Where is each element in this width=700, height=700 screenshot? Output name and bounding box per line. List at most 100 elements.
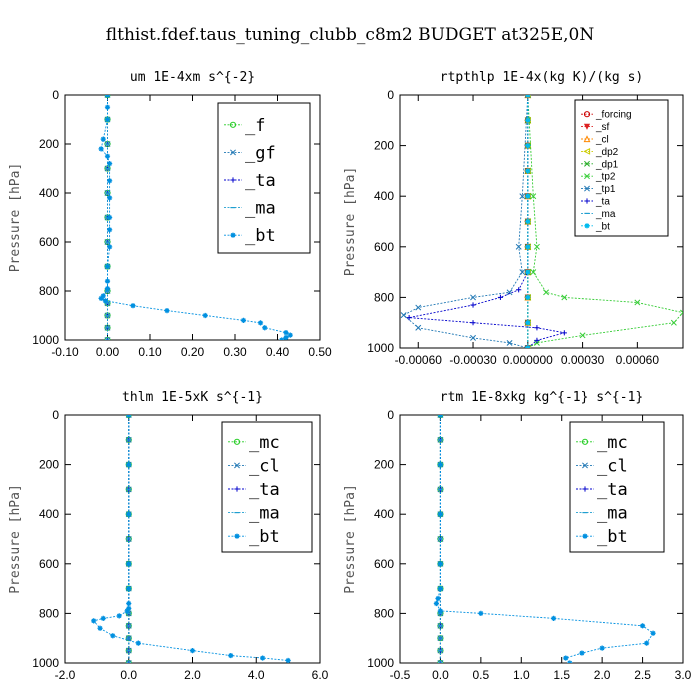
- panel-title: thlm 1E-5xK s^{-1}: [122, 390, 263, 405]
- data-point-bt: [563, 655, 569, 661]
- x-tick-label: -0.5: [390, 668, 411, 682]
- data-point-bt: [525, 244, 531, 250]
- data-point-bt: [107, 214, 113, 221]
- legend-label: _mc: [597, 433, 628, 453]
- data-point-tp1: [506, 289, 513, 296]
- legend-label: _ma: [597, 504, 628, 524]
- data-point-bt: [437, 586, 444, 592]
- data-point-bt: [260, 655, 266, 661]
- series-group: [433, 415, 656, 663]
- y-tick-label: 200: [374, 139, 394, 153]
- legend-label: _ta: [597, 480, 628, 500]
- data-point-ta: [561, 330, 567, 336]
- data-point-bt: [202, 312, 208, 319]
- legend-marker: [234, 486, 240, 492]
- data-point-bt: [525, 95, 531, 98]
- data-point-tp2: [670, 319, 677, 326]
- data-point-bt: [98, 146, 104, 152]
- data-point-bt: [126, 462, 132, 468]
- series-group: [91, 415, 291, 663]
- data-point-bt: [650, 630, 656, 636]
- y-tick-label: 800: [374, 290, 394, 304]
- data-point-bt: [525, 117, 531, 123]
- panel-title: um 1E-4xm s^{-2}: [130, 70, 255, 85]
- panel-rtpthlp: rtpthlp 1E-4x(kg K)/(kg s) Pressure [hPa]…: [343, 70, 684, 367]
- legend-marker: [581, 438, 589, 445]
- data-point-bt: [126, 605, 132, 612]
- legend-marker: [229, 121, 237, 128]
- data-point-bt: [104, 285, 111, 292]
- legend-marker: [584, 173, 590, 180]
- data-point-bt: [110, 633, 116, 639]
- legend-label: _dp1: [595, 159, 619, 170]
- y-tick-label: 0: [52, 408, 59, 422]
- data-point-bt: [283, 334, 289, 340]
- x-tick-label: 0.00: [96, 345, 120, 359]
- panel-um: um 1E-4xm s^{-2} Pressure [hPa] 0 200 400 600…: [8, 70, 332, 359]
- x-tick-label: -2.0: [55, 668, 76, 682]
- legend-label: _tp2: [595, 172, 616, 183]
- x-tick-label: 4.0: [248, 668, 265, 682]
- data-point-bt: [525, 168, 531, 174]
- y-tick-label: 400: [39, 186, 59, 200]
- data-point-tp1: [515, 243, 522, 250]
- y-tick-label: 0: [52, 88, 59, 102]
- data-point-bt: [525, 320, 531, 326]
- data-point-tp2: [680, 309, 683, 316]
- y-tick-label: 1000: [32, 333, 59, 347]
- legend-label: _bt: [597, 527, 628, 547]
- y-tick-label: 0: [387, 408, 394, 422]
- legend-marker: [230, 177, 236, 183]
- figure-title: flthist.fdef.taus_tuning_clubb_c8m2 BUDG…: [106, 25, 595, 45]
- data-point-tp2: [533, 243, 540, 250]
- x-tick-label: -0.00030: [449, 353, 497, 367]
- x-tick-label: 0.30: [223, 345, 247, 359]
- data-point-bt: [104, 153, 111, 159]
- legend-marker: [233, 438, 241, 445]
- x-tick-label: 0.0: [432, 668, 449, 682]
- data-point-bt: [104, 116, 111, 123]
- data-point-tp1: [400, 312, 407, 319]
- data-point-bt: [478, 610, 484, 616]
- series-line-tp1: [402, 95, 529, 348]
- legend-label: _f: [245, 116, 265, 136]
- x-tick-label: 0.5: [473, 668, 490, 682]
- legend-marker: [582, 486, 588, 492]
- legend-label: _forcing: [595, 110, 632, 121]
- y-tick-label: 600: [374, 557, 394, 571]
- data-point-bt: [100, 136, 106, 142]
- legend-label: _gf: [245, 143, 276, 163]
- x-tick-label: 0.10: [138, 345, 162, 359]
- legend-label: _bt: [245, 226, 276, 246]
- data-point-bt: [126, 415, 132, 418]
- y-axis-label: Pressure [hPa]: [343, 484, 358, 594]
- series-group: [400, 95, 683, 348]
- y-tick-label: 400: [374, 189, 394, 203]
- legend-label: _cl: [595, 135, 609, 146]
- legend-label: _ma: [595, 209, 616, 220]
- data-point-bt: [567, 660, 573, 663]
- series-line-ta: [409, 95, 565, 348]
- legend-marker: [583, 123, 591, 130]
- legend-marker: [583, 111, 591, 118]
- data-point-bt: [102, 298, 108, 304]
- data-point-bt: [100, 293, 106, 299]
- legend-label: _dp2: [595, 147, 619, 158]
- plot-frame: [399, 414, 684, 664]
- data-point-bt: [262, 325, 268, 331]
- data-point-bt: [130, 303, 136, 309]
- legend-label: _ta: [245, 171, 276, 191]
- legend-label: _bt: [595, 221, 610, 232]
- data-point-bt: [107, 195, 113, 201]
- data-point-ta: [470, 320, 476, 326]
- legend-label: _mc: [249, 433, 280, 453]
- panel-rtm: rtm 1E-8xkg kg^{-1} s^{-1} Pressure [hPa]…: [343, 390, 692, 682]
- data-point-tp1: [470, 294, 476, 301]
- data-point-bt: [107, 161, 113, 167]
- data-point-bt: [599, 645, 605, 651]
- series-line-bt: [92, 415, 289, 661]
- data-point-tp1: [470, 334, 476, 341]
- data-point-bt: [437, 511, 444, 517]
- data-point-bt: [135, 640, 141, 646]
